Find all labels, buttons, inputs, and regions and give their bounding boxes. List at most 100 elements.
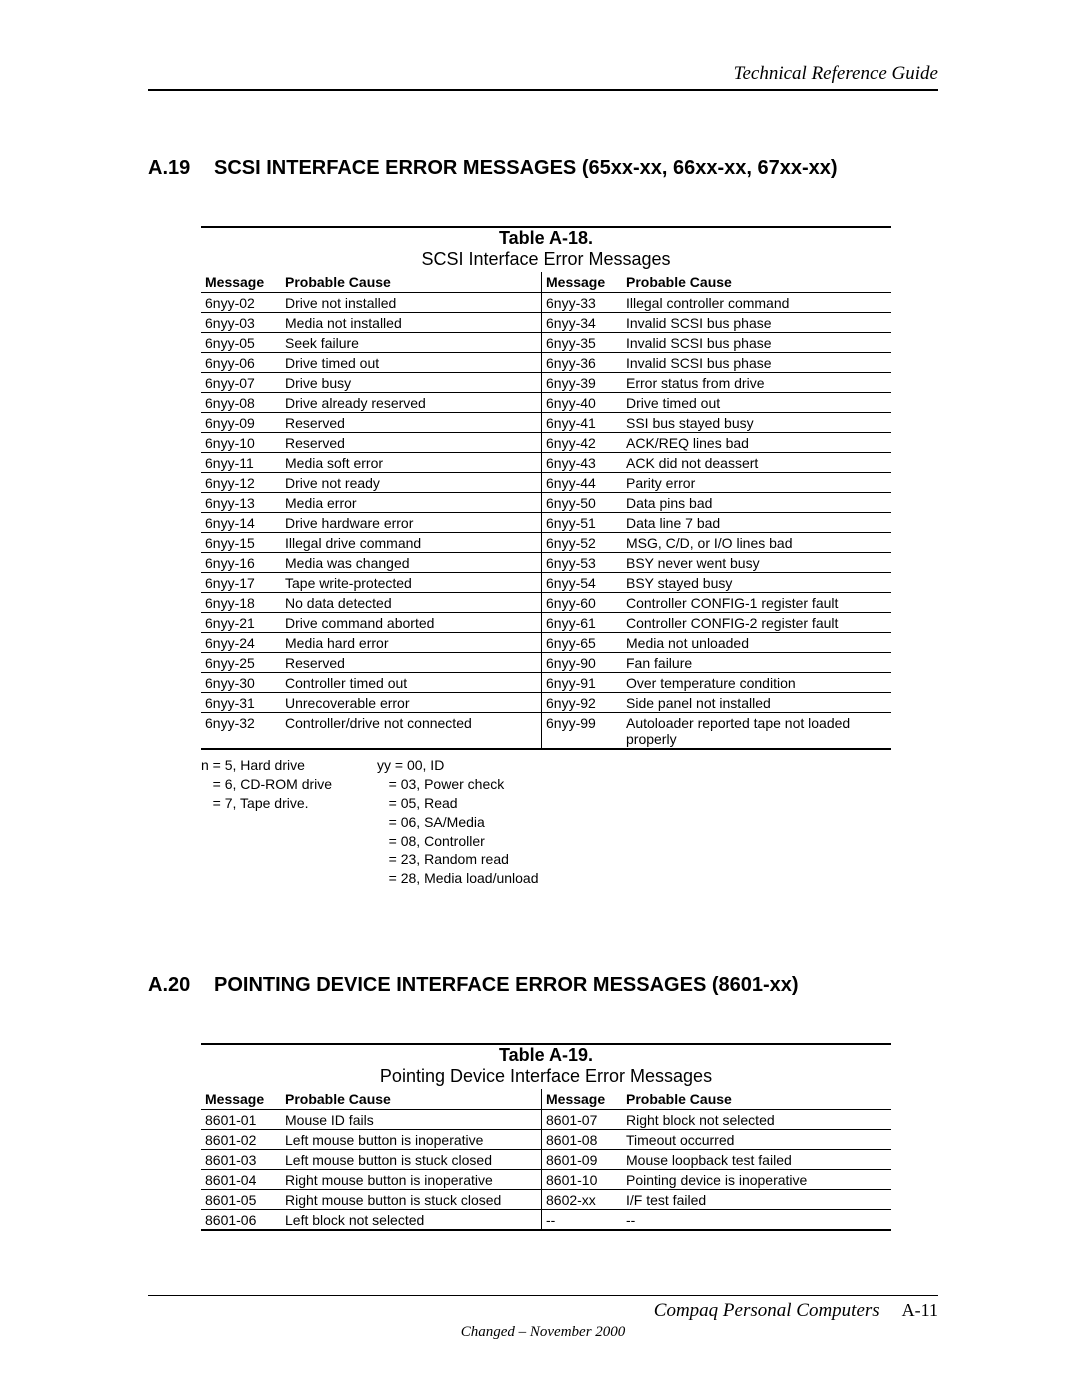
table-cell: 6nyy-16 [201, 553, 281, 573]
footnote-row: n = 5, Hard driveyy = 00, ID [201, 756, 891, 775]
footnote-row: = 06, SA/Media [201, 813, 891, 832]
table-cell: No data detected [281, 593, 542, 613]
table-row: 8601-01Mouse ID fails8601-07Right block … [201, 1110, 891, 1130]
col-header: Message [542, 272, 623, 293]
table-cell: BSY stayed busy [622, 573, 891, 593]
table-cell: Left block not selected [281, 1210, 542, 1231]
table-cell: 8602-xx [542, 1190, 623, 1210]
table-cell: 6nyy-21 [201, 613, 281, 633]
table-row: 6nyy-14Drive hardware error6nyy-51Data l… [201, 513, 891, 533]
table-cell: Invalid SCSI bus phase [622, 333, 891, 353]
table-cell: 8601-09 [542, 1150, 623, 1170]
footnote-cell [201, 850, 377, 869]
footnote-cell: = 05, Read [377, 794, 587, 813]
table-cell: 6nyy-60 [542, 593, 623, 613]
table-cell: Media not installed [281, 313, 542, 333]
table-cell: 6nyy-33 [542, 293, 623, 313]
table-row: 6nyy-24Media hard error6nyy-65Media not … [201, 633, 891, 653]
table-cell: 6nyy-15 [201, 533, 281, 553]
table-cell: Drive not ready [281, 473, 542, 493]
footnote-row: = 28, Media load/unload [201, 869, 891, 888]
footer-rule [148, 1295, 938, 1296]
table-cell: Side panel not installed [622, 693, 891, 713]
table-cell: 6nyy-14 [201, 513, 281, 533]
table-cell: 8601-03 [201, 1150, 281, 1170]
table-cell: Media not unloaded [622, 633, 891, 653]
col-header: Message [201, 272, 281, 293]
table-cell: 6nyy-36 [542, 353, 623, 373]
table-cell: 6nyy-07 [201, 373, 281, 393]
table-cell: 6nyy-44 [542, 473, 623, 493]
footnote-cell: = 03, Power check [377, 775, 587, 794]
table-row: 6nyy-07Drive busy6nyy-39Error status fro… [201, 373, 891, 393]
table-cell: 6nyy-24 [201, 633, 281, 653]
table-row: 6nyy-09Reserved6nyy-41SSI bus stayed bus… [201, 413, 891, 433]
table-cell: Drive already reserved [281, 393, 542, 413]
table-cell: Invalid SCSI bus phase [622, 353, 891, 373]
running-header: Technical Reference Guide [148, 63, 938, 89]
table-cell: Reserved [281, 653, 542, 673]
table-cell: Drive timed out [622, 393, 891, 413]
table-cell: 6nyy-09 [201, 413, 281, 433]
table-cell: Drive not installed [281, 293, 542, 313]
table-cell: 8601-02 [201, 1130, 281, 1150]
table-cell: Right mouse button is stuck closed [281, 1190, 542, 1210]
table-cell: Fan failure [622, 653, 891, 673]
section-number: A.20 [148, 974, 196, 997]
table-cell: 6nyy-42 [542, 433, 623, 453]
page-footer: Compaq Personal Computers A-11 Changed –… [148, 1295, 938, 1341]
table-row: 6nyy-12Drive not ready6nyy-44Parity erro… [201, 473, 891, 493]
table-cell: Right mouse button is inoperative [281, 1170, 542, 1190]
table-row: 6nyy-32Controller/drive not connected6ny… [201, 713, 891, 750]
footnote-cell [201, 832, 377, 851]
table-cell: Illegal drive command [281, 533, 542, 553]
table-cell: Invalid SCSI bus phase [622, 313, 891, 333]
table-row: 6nyy-06Drive timed out6nyy-36Invalid SCS… [201, 353, 891, 373]
table-cell: Pointing device is inoperative [622, 1170, 891, 1190]
table-cell: -- [542, 1210, 623, 1231]
pointing-device-error-table: Message Probable Cause Message Probable … [201, 1089, 891, 1231]
table-cell: 6nyy-54 [542, 573, 623, 593]
table-cell: Drive busy [281, 373, 542, 393]
table-cell: ACK/REQ lines bad [622, 433, 891, 453]
table-cell: Controller CONFIG-2 register fault [622, 613, 891, 633]
table-cell: 8601-06 [201, 1210, 281, 1231]
table-cell: MSG, C/D, or I/O lines bad [622, 533, 891, 553]
table-cell: 6nyy-65 [542, 633, 623, 653]
table-row: 6nyy-25Reserved6nyy-90Fan failure [201, 653, 891, 673]
table-cell: Left mouse button is inoperative [281, 1130, 542, 1150]
footer-brand: Compaq Personal Computers [654, 1300, 880, 1322]
table-cell: ACK did not deassert [622, 453, 891, 473]
table-cell: Parity error [622, 473, 891, 493]
footnote-cell: = 06, SA/Media [377, 813, 587, 832]
section-heading-a20: A.20 POINTING DEVICE INTERFACE ERROR MES… [148, 974, 938, 997]
table-cell: 6nyy-10 [201, 433, 281, 453]
table-cell: 6nyy-31 [201, 693, 281, 713]
table-cell: Timeout occurred [622, 1130, 891, 1150]
table-cell: 6nyy-61 [542, 613, 623, 633]
table-cell: Reserved [281, 433, 542, 453]
col-header: Message [201, 1089, 281, 1110]
footnote-cell [201, 869, 377, 888]
table-cell: 6nyy-03 [201, 313, 281, 333]
table-row: 8601-04Right mouse button is inoperative… [201, 1170, 891, 1190]
table-a18: Table A-18. SCSI Interface Error Message… [201, 226, 891, 888]
footnote-cell: = 08, Controller [377, 832, 587, 851]
table-cell: 6nyy-90 [542, 653, 623, 673]
table-row: 6nyy-03Media not installed6nyy-34Invalid… [201, 313, 891, 333]
table-row: 6nyy-21Drive command aborted6nyy-61Contr… [201, 613, 891, 633]
table-cell: Left mouse button is stuck closed [281, 1150, 542, 1170]
table-cell: Media was changed [281, 553, 542, 573]
table-row: 6nyy-02Drive not installed6nyy-33Illegal… [201, 293, 891, 313]
footer-page-number: A-11 [902, 1300, 938, 1321]
table-cell: Controller timed out [281, 673, 542, 693]
table-row: 6nyy-13Media error6nyy-50Data pins bad [201, 493, 891, 513]
table-cell: 6nyy-50 [542, 493, 623, 513]
table-cell: 6nyy-25 [201, 653, 281, 673]
table-label: Table A-19. [201, 1045, 891, 1066]
table-cell: 6nyy-92 [542, 693, 623, 713]
footnote-row: = 7, Tape drive. = 05, Read [201, 794, 891, 813]
footnote-cell: yy = 00, ID [377, 756, 587, 775]
table-row: 6nyy-05Seek failure6nyy-35Invalid SCSI b… [201, 333, 891, 353]
table-cell: Data line 7 bad [622, 513, 891, 533]
